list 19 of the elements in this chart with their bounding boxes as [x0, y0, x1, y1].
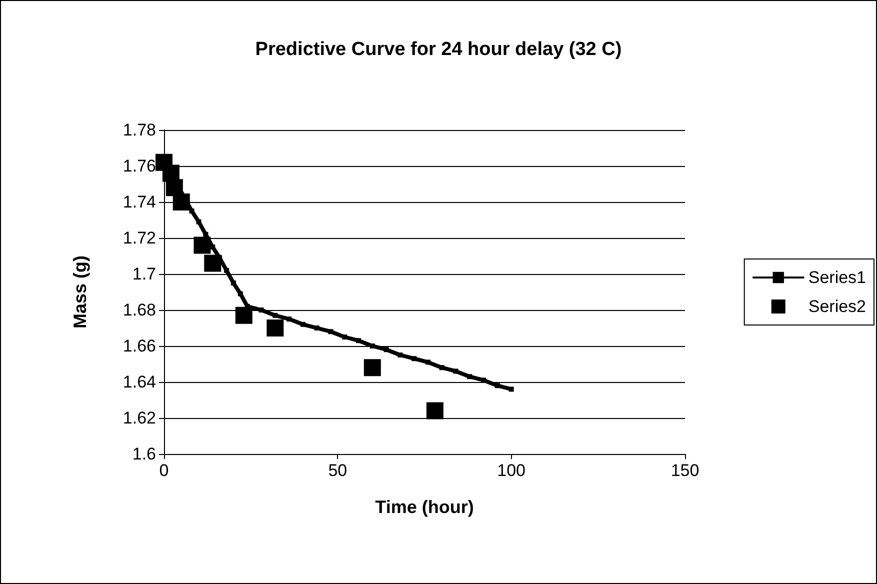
- x-tick-label: 150: [670, 461, 700, 480]
- y-tick-label: 1.7: [132, 264, 156, 284]
- y-tick-label: 1.78: [122, 120, 156, 140]
- legend-label: Series2: [808, 297, 866, 316]
- x-tick-label: 0: [159, 461, 169, 480]
- y-tick-label: 1.62: [122, 408, 156, 428]
- x-axis-title: Time (hour): [375, 497, 474, 517]
- x-tick-label: 100: [497, 461, 526, 480]
- y-tick-label: 1.64: [122, 372, 156, 392]
- y-tick-label: 1.76: [122, 156, 156, 176]
- chart-title: Predictive Curve for 24 hour delay (32 C): [255, 39, 622, 60]
- y-tick-label: 1.6: [132, 444, 156, 464]
- legend-label: Series1: [808, 268, 866, 287]
- y-tick-label: 1.72: [122, 228, 156, 248]
- y-axis-title: Mass (g): [70, 255, 90, 329]
- y-tick-label: 1.68: [122, 300, 156, 320]
- y-tick-label: 1.66: [122, 336, 156, 356]
- y-tick-label: 1.74: [122, 192, 156, 212]
- x-tick-label: 50: [328, 461, 348, 480]
